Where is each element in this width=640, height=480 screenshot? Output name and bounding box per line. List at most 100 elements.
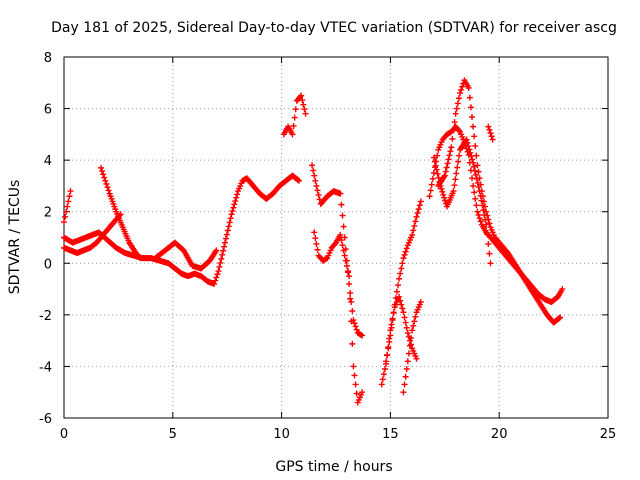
data-point: [430, 170, 437, 177]
data-point: [313, 240, 320, 247]
data-point: [559, 286, 566, 293]
series-arc-3: [61, 188, 74, 226]
plot-frame: [63, 56, 609, 419]
data-point: [465, 143, 472, 150]
data-point: [331, 240, 338, 247]
data-point: [312, 235, 319, 242]
data-point: [341, 234, 348, 241]
y-tick-label: 0: [44, 257, 52, 272]
data-point: [408, 335, 415, 342]
data-point: [359, 332, 366, 339]
data-point: [467, 149, 474, 156]
data-point: [451, 182, 458, 189]
data-point: [432, 162, 439, 169]
series-arc-10: [383, 198, 424, 365]
data-point: [397, 297, 404, 304]
data-points: [61, 77, 566, 406]
data-point: [476, 188, 483, 195]
data-point: [297, 93, 304, 100]
data-point: [450, 127, 457, 134]
data-point: [445, 156, 452, 163]
data-point: [349, 340, 356, 347]
data-point: [475, 184, 482, 191]
data-point: [473, 152, 480, 159]
data-point: [215, 268, 222, 275]
data-point: [476, 175, 483, 182]
data-point: [411, 222, 418, 229]
data-point: [471, 167, 478, 174]
data-point: [465, 84, 472, 91]
y-tick-label: 2: [44, 206, 52, 221]
data-point: [400, 255, 407, 262]
data-point: [396, 293, 403, 300]
data-point: [485, 123, 492, 130]
data-point: [474, 162, 481, 169]
data-point: [471, 133, 478, 140]
data-point: [433, 166, 440, 173]
data-point: [486, 250, 493, 257]
series-arc-7: [309, 162, 366, 339]
data-point: [475, 211, 482, 218]
data-point: [313, 182, 320, 189]
data-point: [484, 231, 491, 238]
data-point: [482, 216, 489, 223]
data-point: [440, 191, 447, 198]
data-point: [410, 322, 417, 329]
data-point: [469, 175, 475, 182]
data-point: [488, 133, 495, 140]
y-tick-label: -4: [39, 360, 52, 375]
series-arc-15: [485, 123, 496, 143]
data-point: [452, 176, 459, 183]
data-point: [387, 332, 394, 339]
data-point: [311, 229, 318, 236]
data-point: [402, 373, 409, 380]
data-point: [67, 188, 74, 195]
x-tick-label: 10: [273, 427, 290, 442]
data-point: [314, 187, 321, 194]
data-point: [292, 106, 299, 113]
data-point: [232, 198, 239, 205]
data-point: [449, 135, 456, 142]
data-point: [408, 341, 415, 348]
data-point: [437, 182, 444, 189]
data-point: [404, 329, 411, 336]
data-point: [391, 301, 398, 308]
data-point: [311, 172, 318, 179]
data-point: [65, 198, 72, 205]
data-point: [403, 366, 410, 373]
data-point: [468, 153, 475, 160]
data-point: [214, 271, 221, 278]
data-point: [234, 191, 241, 198]
y-tick-label: -2: [39, 309, 52, 324]
data-point: [400, 389, 407, 396]
data-point: [402, 319, 409, 326]
x-tick-label: 0: [60, 427, 68, 442]
series-arc-6: [280, 92, 309, 138]
data-point: [557, 314, 564, 321]
data-point: [556, 315, 563, 322]
data-point: [378, 381, 385, 388]
data-point: [426, 193, 433, 200]
data-point: [100, 171, 107, 178]
data-point: [441, 194, 448, 201]
data-point: [347, 289, 354, 296]
data-point: [483, 221, 490, 228]
data-point: [217, 259, 224, 266]
data-point: [309, 162, 316, 169]
data-point: [463, 136, 470, 143]
data-point: [459, 83, 466, 90]
data-point: [455, 158, 462, 165]
data-point: [451, 119, 458, 126]
x-tick-label: 15: [382, 427, 399, 442]
data-point: [99, 168, 106, 175]
data-point: [348, 318, 355, 325]
data-point: [428, 181, 435, 188]
data-point: [298, 92, 305, 99]
data-point: [346, 273, 353, 280]
data-point: [473, 175, 480, 182]
data-point: [230, 204, 237, 211]
data-point: [213, 247, 220, 254]
data-point: [447, 148, 454, 155]
data-point: [456, 152, 463, 159]
data-point: [410, 227, 417, 234]
